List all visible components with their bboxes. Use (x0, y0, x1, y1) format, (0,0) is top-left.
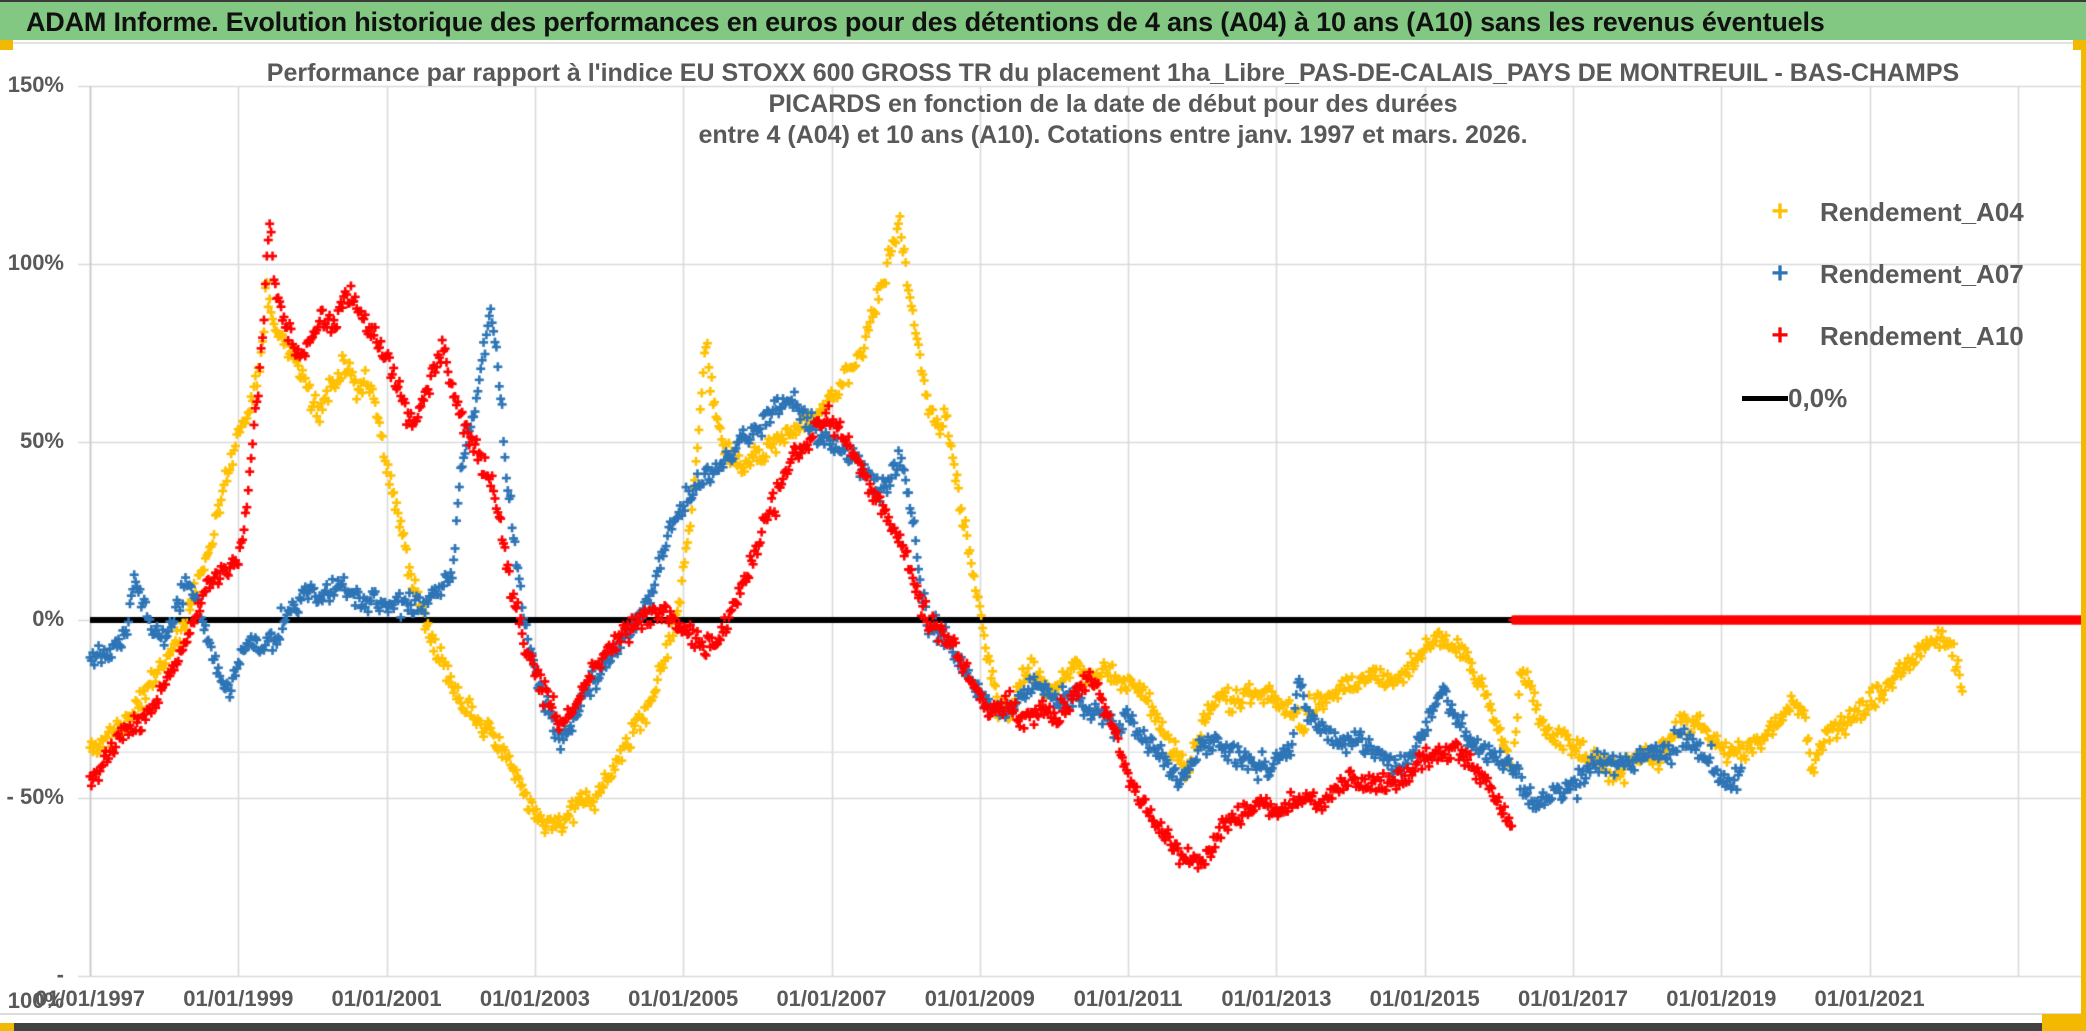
selection-handle-bottom-left[interactable] (0, 1023, 14, 1031)
x-tick-label: 01/01/2017 (1517, 986, 1629, 1011)
x-tick-label: 01/01/2001 (331, 986, 442, 1011)
chart-bottom-border (0, 1013, 2086, 1015)
plus-marker-icon: + (1771, 319, 1789, 352)
legend-item-rendement-a10[interactable]: + Rendement_A10 (1740, 316, 2086, 356)
x-tick-label: 01/01/2005 (628, 986, 739, 1011)
chart-object[interactable]: Performance par rapport à l'indice EU ST… (0, 44, 2086, 1031)
x-tick-label: 01/01/2011 (1073, 986, 1183, 1011)
y-tick-label: - 100% (7, 962, 64, 1013)
y-tick-label: - 50% (6, 784, 64, 809)
page-title: ADAM Informe. Evolution historique des p… (26, 7, 1825, 37)
x-tick-label: 01/01/2007 (776, 986, 887, 1011)
zero-line-swatch-icon (1742, 395, 1788, 401)
x-tick-label: 01/01/2015 (1369, 986, 1480, 1011)
selection-border-right (2081, 40, 2086, 1031)
plus-marker-icon: + (1771, 257, 1789, 290)
legend-label: Rendement_A07 (1820, 258, 2024, 289)
x-tick-label: 01/01/2019 (1666, 986, 1777, 1011)
x-tick-label: 01/01/2021 (1814, 986, 1925, 1011)
worksheet-header-bar: ADAM Informe. Evolution historique des p… (0, 0, 2086, 40)
chart-title-line1: Performance par rapport à l'indice EU ST… (266, 59, 1960, 87)
legend-item-rendement-a04[interactable]: + Rendement_A04 (1740, 192, 2086, 232)
chart-canvas[interactable] (0, 44, 2086, 1031)
header-divider (0, 42, 2086, 44)
selection-handle-top-left[interactable] (0, 40, 13, 50)
legend-item-rendement-a07[interactable]: + Rendement_A07 (1740, 254, 2086, 294)
legend-label: Rendement_A04 (1820, 196, 2024, 227)
chart-title: Performance par rapport à l'indice EU ST… (140, 58, 2086, 151)
legend-label: Rendement_A10 (1820, 320, 2024, 351)
x-tick-label: 01/01/1997 (34, 986, 146, 1011)
x-tick-label: 01/01/2003 (479, 986, 590, 1011)
legend-label: 0,0% (1788, 382, 1848, 413)
y-tick-label: 50% (19, 428, 64, 453)
chart-title-line3: entre 4 (A04) et 10 ans (A10). Cotations… (698, 121, 1528, 149)
x-tick-label: 01/01/2009 (924, 986, 1035, 1011)
selection-handle-bottom-right[interactable] (2042, 1014, 2086, 1031)
x-tick-label: 01/01/2013 (1221, 986, 1332, 1011)
y-tick-label: 150% (7, 72, 64, 97)
legend-item-zero-line[interactable]: 0,0% (1740, 378, 2086, 418)
y-tick-label: 0% (32, 606, 64, 631)
plus-marker-icon: + (1771, 195, 1789, 228)
selection-handle-top-right[interactable] (2073, 40, 2086, 50)
chart-title-line2: PICARDS en fonction de la date de début … (768, 90, 1458, 118)
y-tick-label: 100% (7, 250, 64, 275)
x-tick-label: 01/01/1999 (183, 986, 294, 1011)
window-bottom-bar (0, 1023, 2086, 1031)
